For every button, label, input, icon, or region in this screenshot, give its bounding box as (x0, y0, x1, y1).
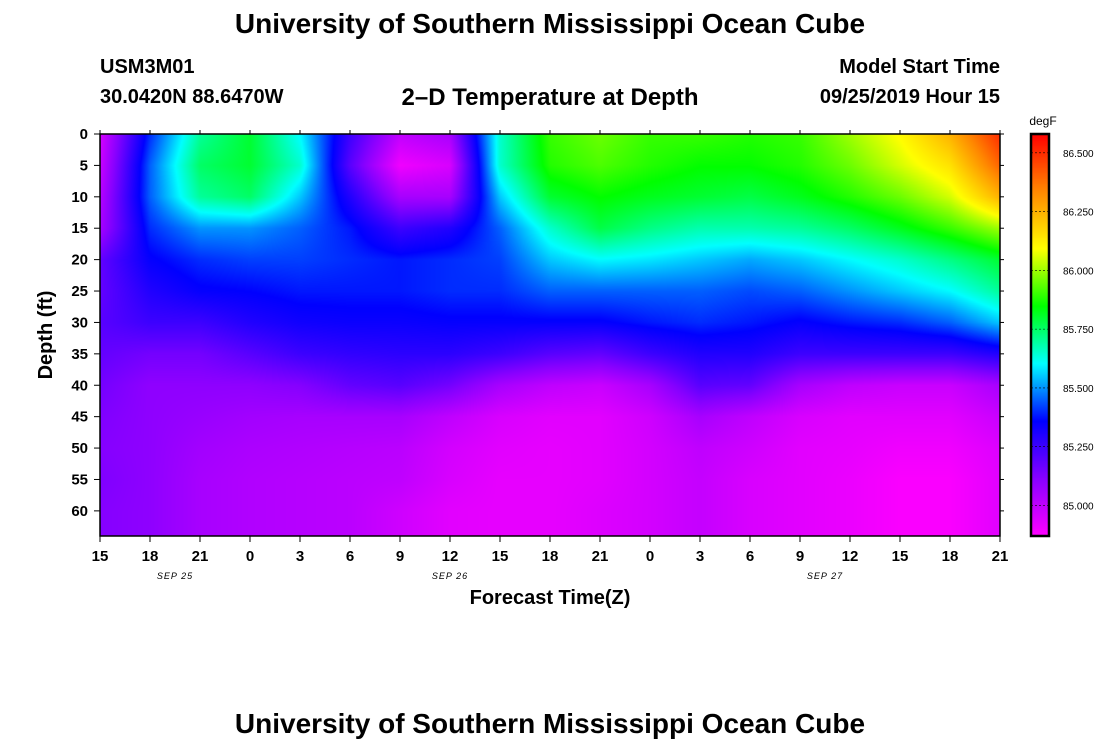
x-tick-label: 18 (942, 548, 959, 565)
x-tick-label: 12 (442, 548, 459, 565)
plot-title: 2–D Temperature at Depth (401, 84, 699, 111)
x-tick-label: 12 (842, 548, 859, 565)
colorbar-gradient (1031, 134, 1049, 536)
y-tick-label: 60 (71, 503, 88, 520)
x-tick-label: 3 (296, 548, 304, 565)
x-tick-label: 9 (396, 548, 404, 565)
colorbar-ticks: 86.500 86.250 86.000 85.750 85.500 85.250 85.0… (1031, 149, 1094, 512)
x-tick-label: 6 (346, 548, 354, 565)
x-tick-label: 21 (592, 548, 609, 565)
model-start-label: Model Start Time (839, 56, 1000, 78)
colorbar-tick-label: 85.500 (1063, 384, 1094, 395)
date-label: SEP 27 (807, 571, 843, 581)
colorbar-tick-label: 85.250 (1063, 443, 1094, 454)
date-label: SEP 25 (157, 571, 193, 581)
x-axis: 15 18 21 0 3 6 9 12 15 18 21 0 3 6 9 12 15 18 21 SEP 25 SEP … (92, 130, 1009, 581)
y-tick-label: 15 (71, 220, 88, 237)
y-axis: 0 5 10 15 20 25 30 35 40 45 50 55 60 (71, 126, 1004, 520)
y-tick-label: 10 (71, 189, 88, 206)
x-tick-label: 9 (796, 548, 804, 565)
y-tick-label: 5 (80, 157, 88, 174)
station-location: 30.0420N 88.6470W (100, 86, 284, 108)
colorbar-tick-label: 86.250 (1063, 208, 1094, 219)
y-tick-label: 35 (71, 346, 88, 363)
x-tick-label: 3 (696, 548, 704, 565)
x-tick-label: 0 (246, 548, 254, 565)
x-tick-label: 15 (492, 548, 509, 565)
y-tick-label: 30 (71, 314, 88, 331)
x-tick-label: 15 (92, 548, 109, 565)
colorbar-frame (1029, 132, 1051, 538)
footer-title: University of Southern Mississippi Ocean… (234, 708, 866, 739)
x-tick-label: 15 (892, 548, 909, 565)
y-tick-label: 40 (71, 377, 88, 394)
x-tick-label: 21 (992, 548, 1009, 565)
y-tick-label: 45 (71, 409, 88, 426)
model-start-value: 09/25/2019 Hour 15 (819, 86, 1000, 108)
x-tick-label: 18 (142, 548, 159, 565)
heatmap-field (100, 134, 1000, 536)
y-tick-label: 55 (71, 471, 88, 488)
date-label: SEP 26 (432, 571, 468, 581)
y-tick-label: 50 (71, 440, 88, 457)
x-tick-label: 18 (542, 548, 559, 565)
x-tick-label: 0 (646, 548, 654, 565)
colorbar-unit: degF (1029, 114, 1056, 128)
colorbar-tick-label: 86.000 (1063, 266, 1094, 277)
y-tick-label: 25 (71, 283, 88, 300)
colorbar-tick-label: 85.750 (1063, 325, 1094, 336)
y-axis-label: Depth (ft) (35, 291, 57, 380)
y-tick-label: 0 (80, 126, 88, 143)
x-tick-label: 21 (192, 548, 209, 565)
page-title: University of Southern Mississippi Ocean… (234, 8, 866, 39)
colorbar-tick-label: 86.500 (1063, 149, 1094, 160)
station-id: USM3M01 (100, 56, 195, 78)
x-axis-label: Forecast Time(Z) (470, 587, 631, 609)
y-tick-label: 20 (71, 252, 88, 269)
colorbar-tick-label: 85.000 (1063, 501, 1094, 512)
x-tick-label: 6 (746, 548, 754, 565)
